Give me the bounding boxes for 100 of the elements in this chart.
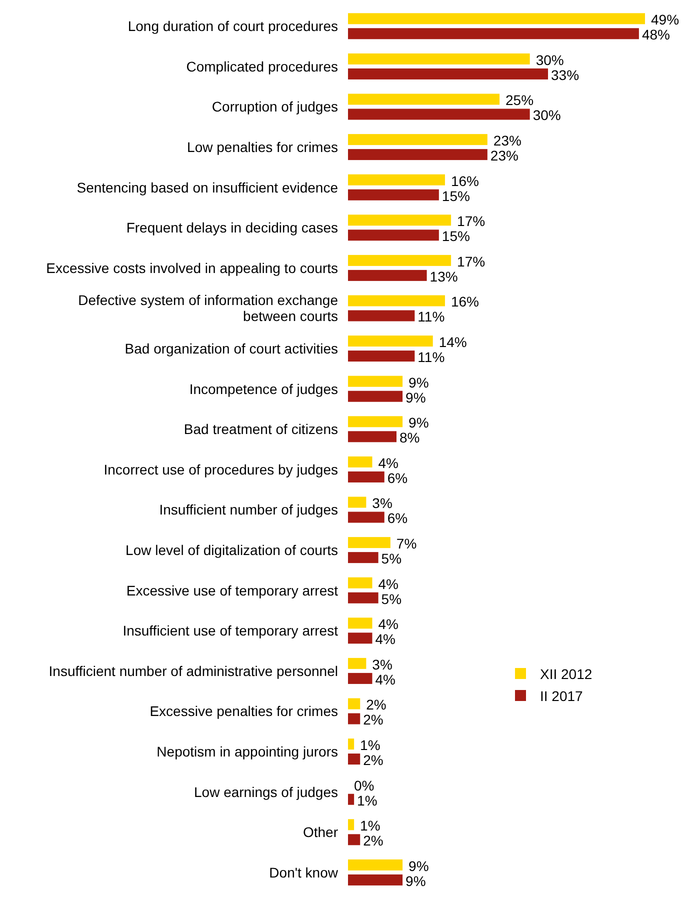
y-tick-label: Insufficient number of administrative personnel — [48, 662, 338, 679]
data-label: 11% — [418, 348, 445, 365]
bar — [348, 456, 372, 468]
bar — [348, 577, 372, 588]
data-label: 1% — [357, 792, 378, 808]
bar — [348, 819, 354, 830]
data-label: 16% — [450, 172, 480, 189]
data-label: 15% — [442, 188, 470, 204]
y-tick-label: Defective system of information exchange between courts — [78, 292, 338, 324]
y-tick-label: Don't know — [269, 864, 339, 880]
data-label: 3% — [372, 495, 392, 512]
data-label: 23% — [490, 147, 518, 164]
data-label: 9% — [408, 374, 429, 390]
data-label: 14% — [438, 334, 467, 350]
bar — [348, 134, 488, 146]
bar — [348, 94, 500, 105]
data-label: 49% — [651, 12, 680, 28]
y-tick-label: Long duration of court procedures — [128, 18, 338, 34]
bar — [348, 270, 427, 281]
bar — [348, 416, 403, 428]
bar — [348, 376, 403, 387]
y-tick-label: Nepotism in appointing jurors — [156, 743, 338, 760]
data-label: 30% — [536, 52, 564, 68]
y-tick-label: Frequent delays in deciding cases — [126, 220, 338, 236]
data-label: 5% — [381, 590, 402, 607]
bar — [348, 295, 445, 306]
y-tick-label: Complicated procedures — [186, 58, 338, 74]
data-label: 7% — [396, 535, 417, 552]
data-label: 6% — [387, 510, 408, 526]
bar — [348, 713, 360, 724]
bar — [348, 672, 372, 684]
bar — [348, 390, 403, 402]
bar — [348, 874, 403, 886]
data-label: 2% — [363, 752, 384, 768]
bar — [348, 632, 372, 644]
data-label: 4% — [378, 616, 398, 632]
data-label: 48% — [642, 26, 670, 43]
bar — [348, 738, 354, 750]
y-tick-label: Bad treatment of citizens — [184, 421, 338, 438]
data-label: 30% — [532, 107, 561, 124]
data-label: 17% — [457, 213, 486, 230]
y-tick-label: Incompetence of judges — [189, 380, 338, 397]
data-label: 1% — [360, 818, 380, 834]
bar — [348, 537, 390, 548]
data-label: 4% — [375, 671, 396, 688]
y-tick-label: Corruption of judges — [212, 98, 338, 115]
bar — [348, 230, 439, 241]
data-label: 2% — [363, 712, 384, 728]
data-label: 4% — [375, 631, 396, 648]
y-tick-label: Low level of digitalization of courts — [126, 542, 338, 558]
data-label: 23% — [493, 132, 522, 148]
data-label: 1% — [360, 736, 380, 753]
data-label: 9% — [408, 414, 429, 431]
data-label: 9% — [406, 872, 426, 889]
y-tick-label: Insufficient number of judges — [159, 502, 338, 518]
bar — [348, 350, 415, 362]
data-label: 25% — [506, 92, 534, 108]
y-tick-label: Excessive costs involved in appealing to courts — [46, 260, 338, 276]
data-label: 15% — [442, 228, 470, 244]
bar — [348, 512, 384, 523]
bar — [348, 336, 433, 347]
bar — [348, 552, 378, 564]
bar — [348, 471, 384, 482]
data-label: 33% — [551, 66, 580, 83]
bar — [348, 496, 366, 508]
bar — [348, 174, 445, 186]
y-tick-label: Insufficient use of temporary arrest — [122, 622, 338, 639]
bar — [348, 754, 360, 765]
y-tick-label: Bad organization of court activities — [124, 340, 338, 356]
bar — [348, 834, 360, 846]
bar — [348, 214, 452, 226]
bar — [348, 431, 396, 442]
data-label: 2% — [366, 696, 386, 713]
y-tick-label: Low penalties for crimes — [187, 138, 338, 155]
bar — [348, 310, 415, 322]
y-tick-label: Incorrect use of procedures by judges — [104, 461, 338, 478]
bar — [348, 13, 645, 24]
y-tick-label: Low earnings of judges — [194, 784, 338, 800]
data-label: 4% — [378, 576, 398, 592]
data-label: 2% — [363, 832, 384, 849]
data-label: 9% — [408, 858, 429, 874]
bar — [348, 254, 452, 266]
bar — [348, 859, 403, 870]
data-label: 0% — [354, 777, 374, 794]
data-label: 13% — [430, 268, 458, 284]
bar — [348, 108, 530, 120]
bar — [348, 53, 530, 64]
y-tick-label: Excessive penalties for crimes — [150, 703, 338, 720]
legend-label: XII 2012 — [540, 666, 592, 682]
legend-label: II 2017 — [540, 688, 584, 704]
y-tick-label: Other — [302, 824, 338, 840]
bar — [348, 618, 372, 629]
data-label: 5% — [381, 550, 402, 566]
bar — [348, 189, 439, 200]
data-label: 11% — [418, 308, 445, 325]
data-label: 17% — [457, 253, 486, 270]
bar — [348, 794, 354, 805]
bar — [348, 149, 488, 160]
data-label: 8% — [399, 430, 420, 446]
bar — [348, 68, 548, 80]
